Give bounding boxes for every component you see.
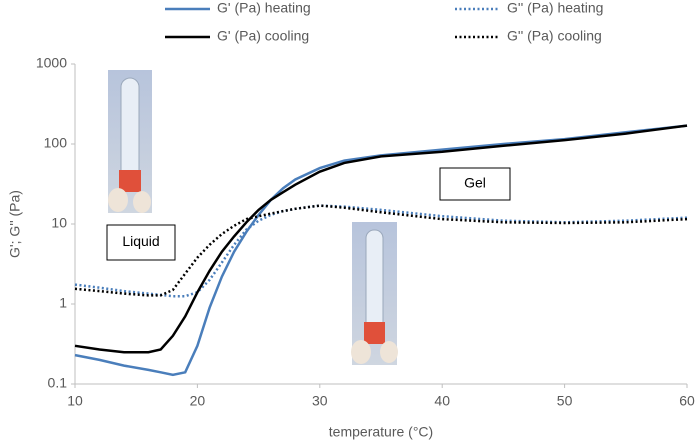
- annotation-text: Gel: [464, 175, 486, 191]
- annotation-box: [439, 167, 511, 201]
- tube-photo: [108, 70, 152, 213]
- tube-photo: [351, 222, 398, 365]
- y-axis-label: G'; G'' (Pa): [7, 190, 23, 258]
- legend-label: G' (Pa) cooling: [217, 28, 309, 44]
- y-tick-label: 0.1: [48, 375, 68, 391]
- legend-label: G'' (Pa) cooling: [507, 28, 602, 44]
- y-tick-label: 100: [44, 135, 68, 151]
- x-tick-label: 60: [679, 393, 695, 409]
- series-line: [74, 204, 688, 298]
- legend-label: G' (Pa) heating: [217, 0, 311, 16]
- x-tick-label: 30: [312, 393, 328, 409]
- annotation: Gel: [439, 167, 511, 201]
- y-tick-label: 1000: [36, 55, 67, 71]
- x-axis-label: temperature (°C): [329, 424, 433, 440]
- series-line: [74, 124, 688, 377]
- x-tick-label: 10: [67, 393, 83, 409]
- series-line: [74, 124, 688, 354]
- x-tick-label: 40: [434, 393, 450, 409]
- annotation-box: [106, 224, 176, 261]
- legend-label: G'' (Pa) heating: [507, 0, 603, 16]
- annotation-text: Liquid: [122, 233, 159, 249]
- x-tick-label: 20: [190, 393, 206, 409]
- annotation: Liquid: [106, 224, 176, 261]
- y-tick-label: 1: [59, 295, 67, 311]
- y-tick-label: 10: [51, 215, 67, 231]
- x-tick-label: 50: [557, 393, 573, 409]
- series-line: [74, 204, 688, 297]
